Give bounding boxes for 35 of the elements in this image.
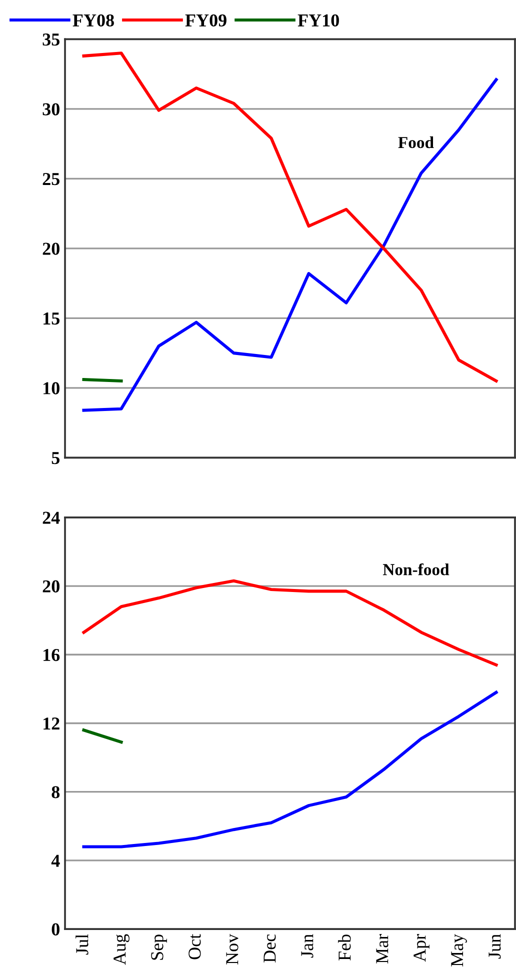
y-tick-label: 25 xyxy=(42,172,60,186)
y-tick-label: 5 xyxy=(52,452,60,464)
legend-label: FY09 xyxy=(185,14,226,27)
x-tick-label: Jan xyxy=(301,934,314,958)
x-tick-label: Nov xyxy=(226,934,238,964)
y-tick-label: 12 xyxy=(44,718,60,730)
y-tick-label: 8 xyxy=(52,786,60,798)
y-tick-label: 4 xyxy=(51,854,60,867)
x-tick-label: Oct xyxy=(188,934,201,960)
x-tick-label: Mar xyxy=(376,934,388,964)
line-series xyxy=(82,78,498,412)
y-tick-label: 10 xyxy=(44,382,60,394)
x-tick-label: Jun xyxy=(488,934,501,959)
x-tick-label: Aug xyxy=(114,934,130,965)
y-tick-label: 35 xyxy=(42,34,60,46)
annotation: Food xyxy=(398,136,434,148)
y-tick-label: 20 xyxy=(42,242,60,255)
y-tick-label: 0 xyxy=(52,923,60,936)
x-tick-label: May xyxy=(451,934,467,966)
y-tick-label: 16 xyxy=(44,648,60,662)
line-series xyxy=(82,690,498,848)
x-tick-label: Dec xyxy=(264,934,276,962)
x-tick-label: Sep xyxy=(151,934,167,960)
y-tick-label: 24 xyxy=(42,512,60,524)
x-tick-label: Apr xyxy=(414,934,430,962)
x-tick-label: Jul xyxy=(76,934,88,955)
x-tick-label: Feb xyxy=(338,934,351,960)
legend-label: FY10 xyxy=(298,14,339,27)
y-tick-label: 30 xyxy=(42,103,60,116)
annotation: Non-food xyxy=(382,563,450,576)
line-series xyxy=(82,579,498,666)
y-tick-label: 20 xyxy=(42,580,60,592)
y-tick-label: 15 xyxy=(44,312,60,325)
line-series xyxy=(82,52,498,382)
legend-label: FY08 xyxy=(72,14,114,27)
